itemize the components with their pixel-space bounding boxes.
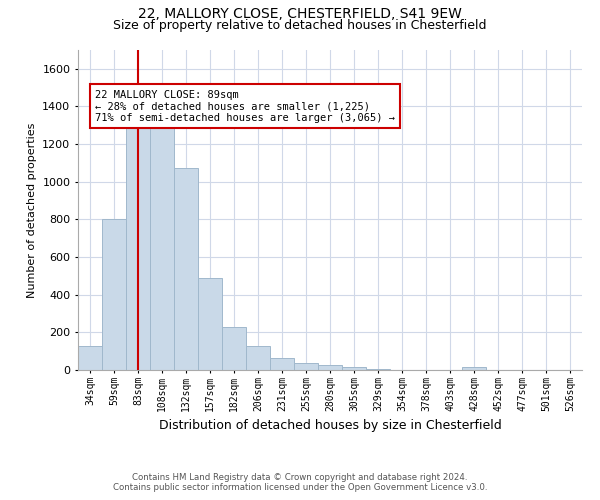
Bar bbox=[462, 367, 486, 370]
X-axis label: Distribution of detached houses by size in Chesterfield: Distribution of detached houses by size … bbox=[158, 419, 502, 432]
Text: Contains HM Land Registry data © Crown copyright and database right 2024.
Contai: Contains HM Land Registry data © Crown c… bbox=[113, 473, 487, 492]
Bar bbox=[102, 220, 126, 370]
Y-axis label: Number of detached properties: Number of detached properties bbox=[26, 122, 37, 298]
Bar bbox=[318, 366, 342, 370]
Text: 22 MALLORY CLOSE: 89sqm
← 28% of detached houses are smaller (1,225)
71% of semi: 22 MALLORY CLOSE: 89sqm ← 28% of detache… bbox=[95, 90, 395, 122]
Bar bbox=[150, 126, 174, 370]
Bar bbox=[270, 358, 294, 370]
Bar bbox=[294, 364, 318, 370]
Bar bbox=[174, 168, 198, 370]
Bar bbox=[126, 126, 150, 370]
Bar bbox=[342, 367, 366, 370]
Bar bbox=[78, 346, 102, 370]
Text: 22, MALLORY CLOSE, CHESTERFIELD, S41 9EW: 22, MALLORY CLOSE, CHESTERFIELD, S41 9EW bbox=[138, 8, 462, 22]
Bar bbox=[246, 346, 270, 370]
Bar bbox=[366, 369, 390, 370]
Bar bbox=[222, 326, 246, 370]
Text: Size of property relative to detached houses in Chesterfield: Size of property relative to detached ho… bbox=[113, 18, 487, 32]
Bar bbox=[198, 278, 222, 370]
